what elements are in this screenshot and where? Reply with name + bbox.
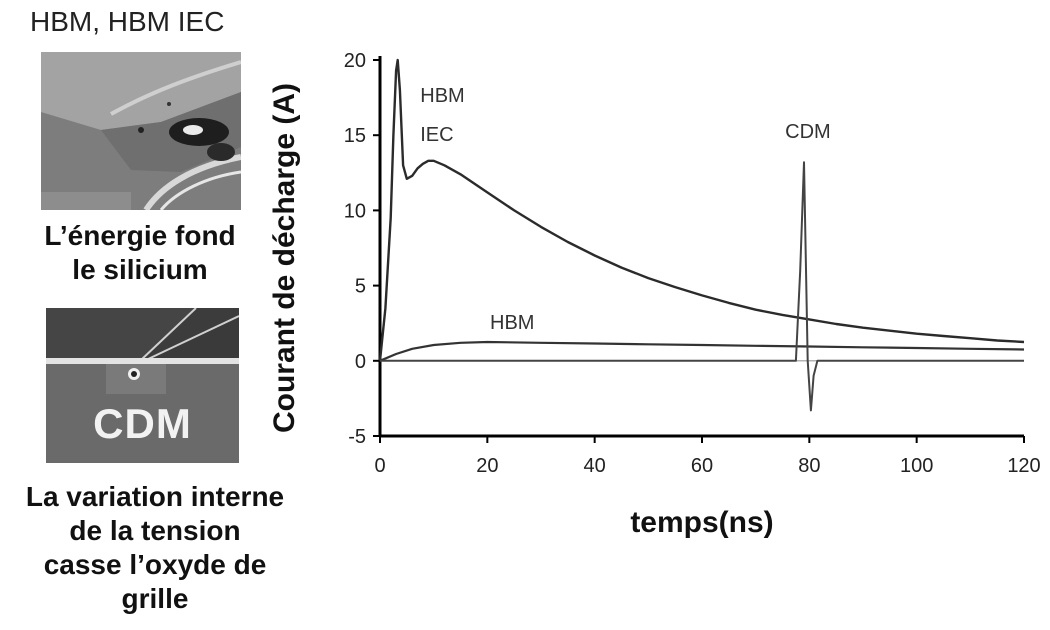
hbm-desc-line-1: L’énergie fond [44, 220, 236, 251]
y-tick-label: 0 [355, 351, 366, 373]
y-tick-label: 5 [355, 276, 366, 298]
x-tick-label: 40 [584, 455, 606, 477]
x-tick-label: 0 [374, 455, 385, 477]
axes: -5 0 5 10 15 20 0 20 40 60 80 100 120 [344, 50, 1041, 477]
cdm-desc-line-4: grille [121, 583, 189, 614]
hbm-desc-line-2: le silicium [72, 254, 208, 285]
hbm-description: L’énergie fond le silicium [0, 219, 280, 287]
discharge-current-chart: -5 0 5 10 15 20 0 20 40 60 80 100 120 HBM IEC CDM HBM t… [268, 50, 1041, 539]
cdm-desc-line-3: casse l’oxyde de [43, 549, 267, 580]
annotation-label: CDM [785, 121, 831, 143]
series-line-cdm [380, 161, 1024, 412]
x-tick-label: 60 [691, 455, 713, 477]
y-tick-label: 15 [344, 125, 366, 147]
y-tick-label: -5 [348, 426, 366, 448]
annotation-label: IEC [420, 124, 453, 146]
x-tick-label: 20 [476, 455, 498, 477]
cdm-damage-photo: CDM [46, 308, 239, 463]
y-tick-label: 10 [344, 200, 366, 222]
hbm-damage-photo [41, 52, 241, 210]
annotation-label: HBM [490, 312, 534, 334]
cdm-desc-line-1: La variation interne [25, 481, 285, 512]
cdm-desc-line-2: de la tension [69, 515, 241, 546]
y-tick-label: 20 [344, 50, 366, 72]
series-layer [378, 58, 1025, 412]
hbm-caption: HBM, HBM IEC [30, 6, 225, 37]
x-tick-label: 80 [798, 455, 820, 477]
annotation-label: HBM [420, 85, 464, 107]
series-line-hbm [379, 340, 1025, 362]
cdm-description: La variation interne de la tension casse… [0, 480, 310, 616]
x-axis-title: temps(ns) [630, 506, 773, 539]
series-line-hbm-iec [378, 58, 1025, 361]
x-tick-label: 120 [1007, 455, 1040, 477]
cdm-damage-image [46, 308, 239, 463]
left-panel: HBM, HBM IEC L’énergie fond le silicium [0, 0, 330, 630]
x-tick-label: 100 [900, 455, 933, 477]
cdm-photo-label: CDM [93, 400, 192, 447]
hbm-damage-image [41, 52, 241, 210]
annotations: HBM IEC CDM HBM [420, 85, 830, 334]
y-axis-title: Courant de décharge (A) [268, 83, 301, 433]
